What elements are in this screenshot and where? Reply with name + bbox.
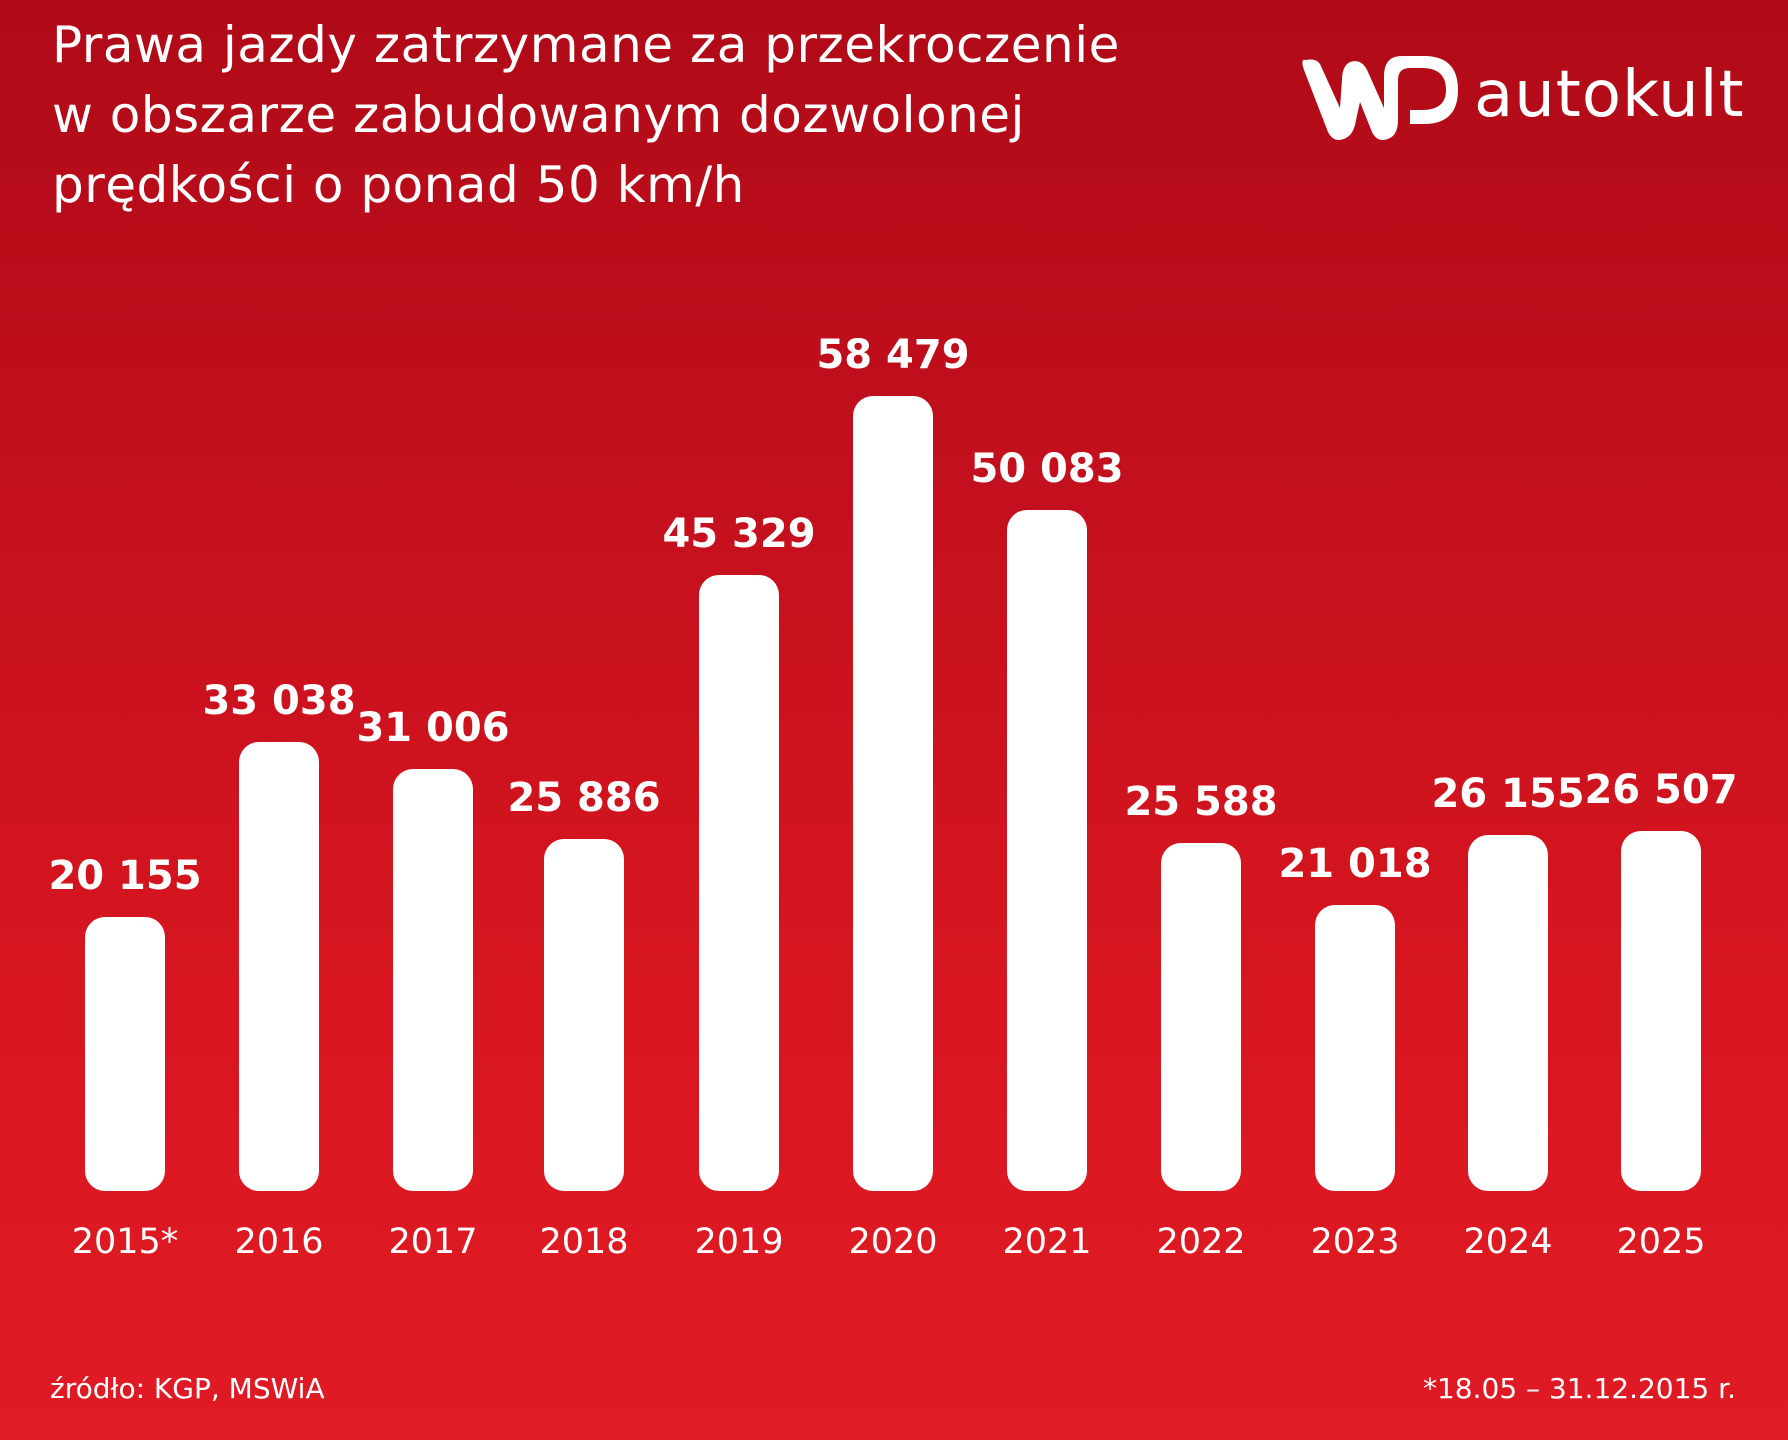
x-axis-label: 2024 <box>1463 1222 1553 1262</box>
x-axis-label: 2015* <box>71 1222 179 1262</box>
x-axis-label: 2019 <box>694 1222 784 1262</box>
x-axis-label: 2022 <box>1156 1222 1246 1262</box>
bar-group: 31 006 <box>356 705 510 1191</box>
x-axis-label: 2021 <box>1002 1222 1092 1262</box>
bar-value-label: 25 588 <box>1124 779 1278 825</box>
wp-logo-icon <box>1302 56 1458 140</box>
bar <box>699 575 779 1191</box>
bar-group: 25 886 <box>507 775 661 1191</box>
logo-text: autokult <box>1474 58 1745 132</box>
wp-autokult-logo: autokult <box>1298 48 1745 148</box>
bar-value-label: 58 479 <box>816 332 970 378</box>
bar-group: 50 083 <box>970 446 1124 1191</box>
bar-group: 45 329 <box>662 511 816 1191</box>
bar-value-label: 31 006 <box>356 705 510 751</box>
source-note: źródło: KGP, MSWiA <box>50 1372 325 1405</box>
bar-group: 25 588 <box>1124 779 1278 1191</box>
bar-group: 58 479 <box>816 332 970 1191</box>
bar <box>853 396 933 1191</box>
bar <box>239 742 319 1191</box>
title-line-1: Prawa jazdy zatrzymane za przekroczenie <box>52 16 1120 74</box>
bar <box>1621 831 1701 1191</box>
bar <box>1315 905 1395 1191</box>
bar-group: 21 018 <box>1278 841 1432 1191</box>
bar-value-label: 21 018 <box>1278 841 1432 887</box>
title-line-2: w obszarze zabudowanym dozwolonej <box>52 86 1025 144</box>
footnote: *18.05 – 31.12.2015 r. <box>1422 1372 1736 1405</box>
bar <box>1007 510 1087 1191</box>
chart-title: Prawa jazdy zatrzymane za przekroczenie … <box>52 10 1252 220</box>
bar <box>85 917 165 1191</box>
bar <box>393 769 473 1191</box>
bar-value-label: 45 329 <box>662 511 816 557</box>
x-axis-label: 2016 <box>234 1222 324 1262</box>
bar-value-label: 50 083 <box>970 446 1124 492</box>
bar-value-label: 25 886 <box>507 775 661 821</box>
x-axis-label: 2018 <box>539 1222 629 1262</box>
bar-group: 20 155 <box>48 853 202 1191</box>
bar <box>1468 835 1548 1191</box>
bar <box>1161 843 1241 1191</box>
bar-group: 26 507 <box>1584 767 1738 1191</box>
bar-value-label: 33 038 <box>202 678 356 724</box>
bar-group: 33 038 <box>202 678 356 1191</box>
bar-value-label: 20 155 <box>48 853 202 899</box>
bar-value-label: 26 507 <box>1584 767 1738 813</box>
x-axis-label: 2020 <box>848 1222 938 1262</box>
bar <box>544 839 624 1191</box>
bar-group: 26 155 <box>1431 771 1585 1191</box>
bar-value-label: 26 155 <box>1431 771 1585 817</box>
x-axis-label: 2017 <box>388 1222 478 1262</box>
title-line-3: prędkości o ponad 50 km/h <box>52 156 745 214</box>
x-axis-label: 2025 <box>1616 1222 1706 1262</box>
x-axis-label: 2023 <box>1310 1222 1400 1262</box>
